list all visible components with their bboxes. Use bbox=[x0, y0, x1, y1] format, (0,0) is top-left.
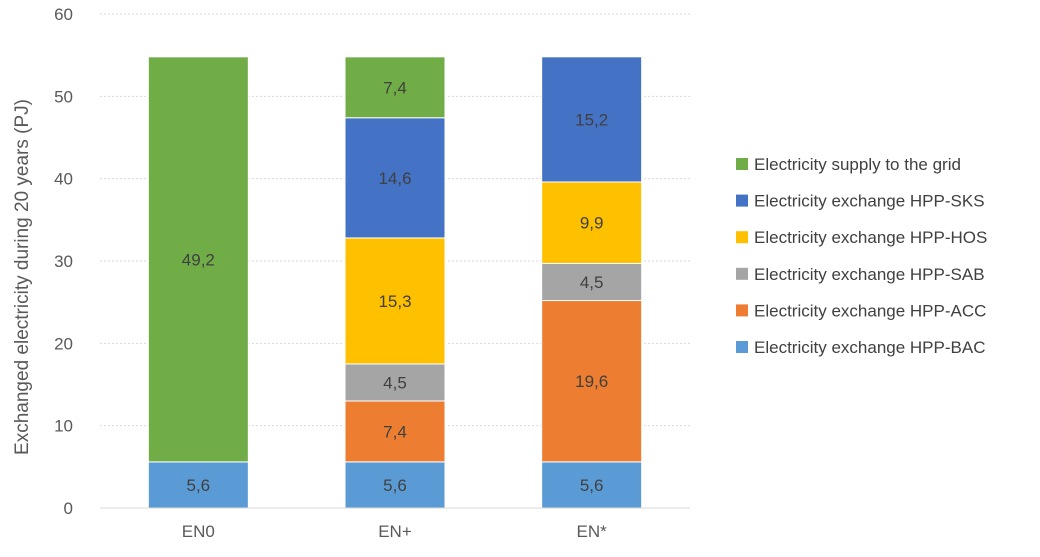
data-label: 4,5 bbox=[580, 273, 604, 292]
y-tick-label: 40 bbox=[54, 170, 73, 189]
y-tick-label: 0 bbox=[64, 499, 73, 518]
y-tick-label: 30 bbox=[54, 252, 73, 271]
bar-segment bbox=[147, 56, 249, 463]
data-label: 5,6 bbox=[187, 476, 211, 495]
bar-segment bbox=[541, 262, 643, 302]
y-axis-label: Exchanged electricity during 20 years (P… bbox=[12, 99, 33, 455]
bar-segment bbox=[541, 300, 643, 463]
data-label: 7,4 bbox=[383, 422, 407, 441]
bar-segment bbox=[344, 363, 446, 402]
legend-swatch bbox=[736, 194, 748, 207]
bar-segment bbox=[541, 181, 643, 264]
legend-label: Electricity exchange HPP-SKS bbox=[754, 192, 985, 211]
y-tick-label: 50 bbox=[54, 87, 73, 106]
data-label: 5,6 bbox=[383, 476, 407, 495]
legend-label: Electricity exchange HPP-HOS bbox=[754, 228, 987, 247]
data-label: 9,9 bbox=[580, 214, 604, 233]
legend-label: Electricity exchange HPP-SAB bbox=[754, 265, 985, 284]
data-label: 15,2 bbox=[575, 110, 608, 129]
bar-segment bbox=[147, 461, 249, 509]
data-label: 19,6 bbox=[575, 372, 608, 391]
legend-item: Electricity supply to the grid bbox=[736, 155, 961, 174]
data-label: 4,5 bbox=[383, 373, 407, 392]
legend-item: Electricity exchange HPP-SAB bbox=[736, 265, 985, 284]
bar-segment bbox=[344, 400, 446, 463]
legend-item: Electricity exchange HPP-ACC bbox=[736, 301, 986, 320]
data-label: 15,3 bbox=[378, 292, 411, 311]
legend: Electricity supply to the grid Electricit… bbox=[736, 155, 987, 357]
legend-item: Electricity exchange HPP-HOS bbox=[736, 228, 987, 247]
bars bbox=[147, 56, 643, 509]
legend-label: Electricity exchange HPP-BAC bbox=[754, 338, 985, 357]
legend-swatch bbox=[736, 341, 748, 353]
legend-swatch bbox=[736, 158, 748, 170]
bar-segment bbox=[344, 56, 446, 119]
legend-swatch bbox=[736, 231, 748, 244]
data-label: 5,6 bbox=[580, 476, 604, 495]
bar-segment bbox=[344, 117, 446, 239]
bar-segment bbox=[344, 237, 446, 365]
y-tick-label: 10 bbox=[54, 417, 73, 436]
data-label: 14,6 bbox=[378, 169, 411, 188]
data-labels: 5,6 49,2 5,6 7,4 4,5 15,3 14,6 7,4 5,6 19,6 4,5 9,9… bbox=[182, 78, 608, 495]
data-label: 7,4 bbox=[383, 78, 407, 97]
x-axis-ticks: EN0 EN+ EN* bbox=[182, 522, 607, 541]
x-tick-label: EN+ bbox=[378, 522, 412, 541]
y-tick-label: 60 bbox=[54, 5, 73, 24]
legend-swatch bbox=[736, 267, 748, 280]
y-axis-ticks: 0 10 20 30 40 50 60 bbox=[54, 5, 73, 518]
legend-item: Electricity exchange HPP-SKS bbox=[736, 192, 985, 211]
x-tick-label: EN* bbox=[577, 522, 608, 541]
bar-segment bbox=[541, 56, 643, 183]
y-tick-label: 20 bbox=[54, 334, 73, 353]
legend-item: Electricity exchange HPP-BAC bbox=[736, 338, 985, 357]
x-tick-label: EN0 bbox=[182, 522, 215, 541]
legend-label: Electricity exchange HPP-ACC bbox=[754, 301, 986, 320]
legend-swatch bbox=[736, 304, 748, 317]
legend-label: Electricity supply to the grid bbox=[754, 155, 961, 174]
data-label: 49,2 bbox=[182, 250, 215, 269]
